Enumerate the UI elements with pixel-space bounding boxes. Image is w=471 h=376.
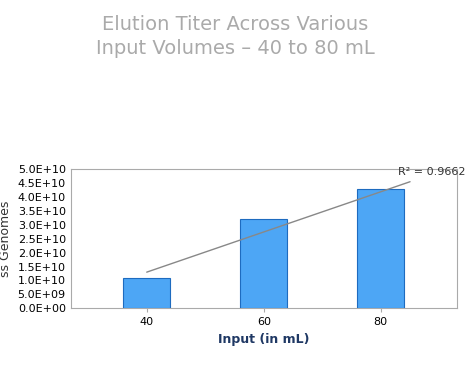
Bar	[357, 189, 404, 308]
Bar	[240, 219, 287, 308]
Y-axis label: ss Genomes: ss Genomes	[0, 200, 12, 277]
Bar	[123, 278, 170, 308]
Text: Elution Titer Across Various
Input Volumes – 40 to 80 mL: Elution Titer Across Various Input Volum…	[96, 15, 375, 58]
X-axis label: Input (in mL): Input (in mL)	[218, 333, 309, 346]
Text: R² = 0.9662: R² = 0.9662	[398, 167, 466, 177]
